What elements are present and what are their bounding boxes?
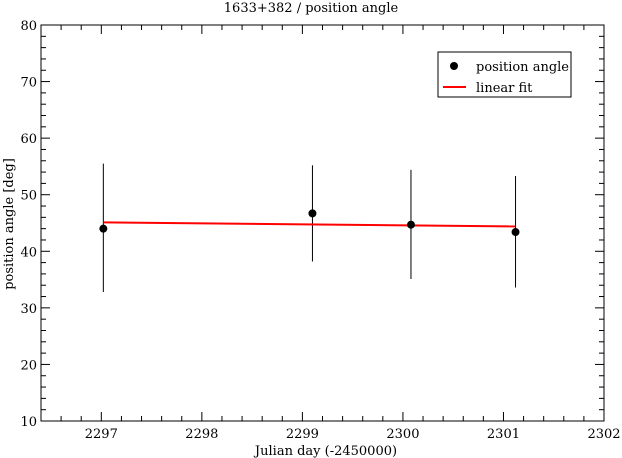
y-tick-label: 70 <box>20 76 37 91</box>
x-tick-label: 2298 <box>185 427 218 442</box>
legend-label-position-angle: position angle <box>476 60 569 75</box>
x-tick-label: 2300 <box>386 427 419 442</box>
x-tick-label: 2302 <box>587 427 620 442</box>
linear-fit-line <box>103 221 516 228</box>
x-axis: 2297 2298 2299 2300 2301 2302 <box>40 25 621 442</box>
data-point <box>511 228 520 237</box>
data-point <box>406 220 415 229</box>
y-tick-label: 10 <box>20 415 37 430</box>
x-tick-label: 2301 <box>487 427 520 442</box>
y-tick-label: 50 <box>20 189 37 204</box>
x-tick-label: 2297 <box>85 427 118 442</box>
series-layer <box>99 163 520 293</box>
data-point <box>99 224 108 233</box>
y-tick-label: 80 <box>20 19 37 34</box>
y-axis-label: position angle [deg] <box>2 158 17 290</box>
legend: position angle linear fit <box>437 51 572 98</box>
y-tick-label: 20 <box>20 358 37 373</box>
y-axis: 10 20 30 40 50 60 70 80 <box>20 19 604 430</box>
chart-title: 1633+382 / position angle <box>224 1 399 16</box>
y-tick-label: 30 <box>20 302 37 317</box>
legend-marker-position-angle <box>450 62 458 70</box>
y-tick-label: 60 <box>20 132 37 147</box>
legend-box <box>437 51 572 98</box>
legend-label-linear-fit: linear fit <box>476 81 533 96</box>
x-tick-label: 2299 <box>286 427 319 442</box>
y-tick-label: 40 <box>20 245 37 260</box>
x-axis-label: Julian day (-2450000) <box>253 444 397 458</box>
data-point <box>308 209 317 218</box>
